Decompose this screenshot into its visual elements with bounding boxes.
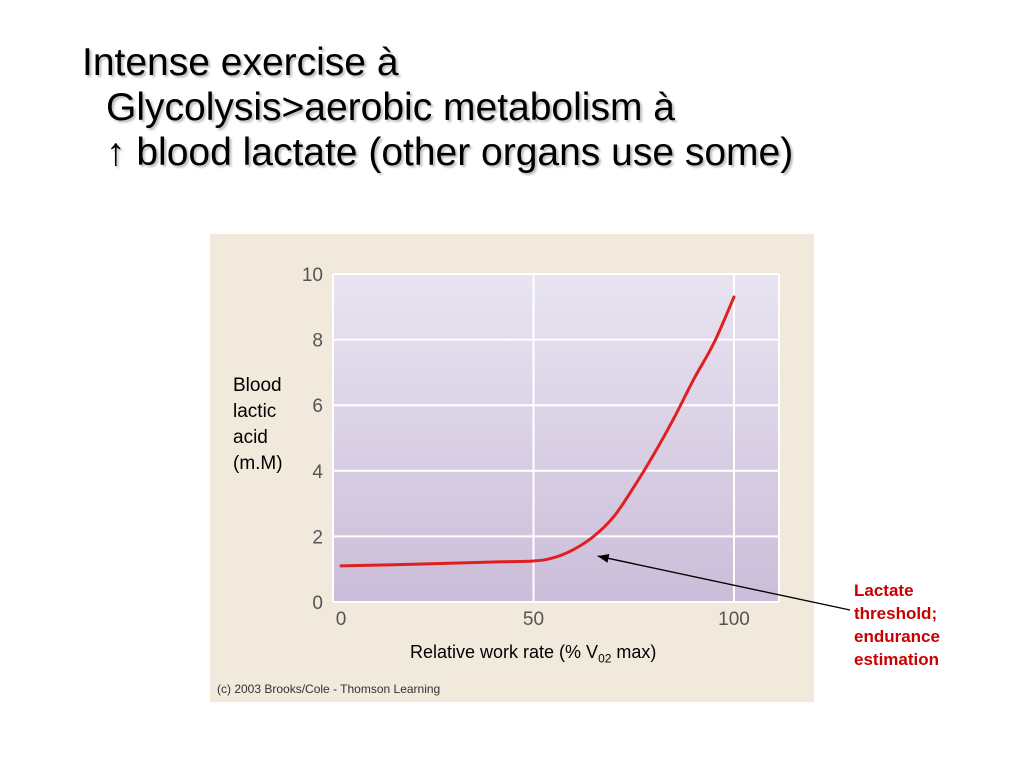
y-tick-label: 2: [312, 527, 323, 548]
y-tick-label: 10: [302, 265, 323, 286]
annotation-line: threshold;: [854, 604, 938, 623]
heading-line-3: ↑ blood lactate (other organs use some): [106, 131, 794, 175]
x-axis-label-subscript: 02: [598, 651, 612, 666]
x-tick-label: 0: [336, 609, 347, 630]
y-axis-label-line: Blood: [233, 375, 282, 396]
y-tick-label: 6: [312, 396, 323, 417]
plot-area: [333, 274, 779, 602]
y-axis-label-line: lactic: [233, 401, 277, 422]
heading-line-2: Glycolysis>aerobic metabolism à: [106, 86, 675, 130]
annotation-line: endurance: [854, 627, 940, 646]
y-axis-label-line: acid: [233, 427, 268, 448]
annotation-line: estimation: [854, 650, 940, 669]
x-axis-label-prefix: Relative work rate (% V: [410, 642, 599, 662]
grid-lines: [332, 273, 780, 603]
heading-line-1: Intense exercise à: [82, 41, 399, 84]
y-tick-label: 0: [312, 593, 323, 614]
copyright-credit: (c) 2003 Brooks/Cole - Thomson Learning: [217, 682, 441, 696]
y-tick-label: 8: [312, 331, 323, 352]
y-axis-label: Blood lactic acid (m.M): [233, 373, 283, 477]
y-axis-label-line: (m.M): [233, 453, 283, 474]
slide-heading: Intense exercise à Glycolysis>aerobic me…: [82, 40, 793, 176]
x-axis-label-suffix: max): [611, 642, 657, 662]
lactate-curve: [339, 295, 736, 568]
series-layer: [339, 295, 736, 568]
x-axis-label: Relative work rate (% V02 max): [410, 642, 656, 666]
x-tick-label: 50: [523, 609, 544, 630]
annotation-line: Lactate: [854, 581, 914, 600]
threshold-annotation: Lactate threshold; endurance estimation: [854, 579, 940, 671]
x-tick-label: 100: [718, 609, 750, 630]
chart-figure: 0 2 4 6 8 10 0 50 100: [210, 234, 814, 702]
y-tick-label: 4: [312, 462, 323, 483]
